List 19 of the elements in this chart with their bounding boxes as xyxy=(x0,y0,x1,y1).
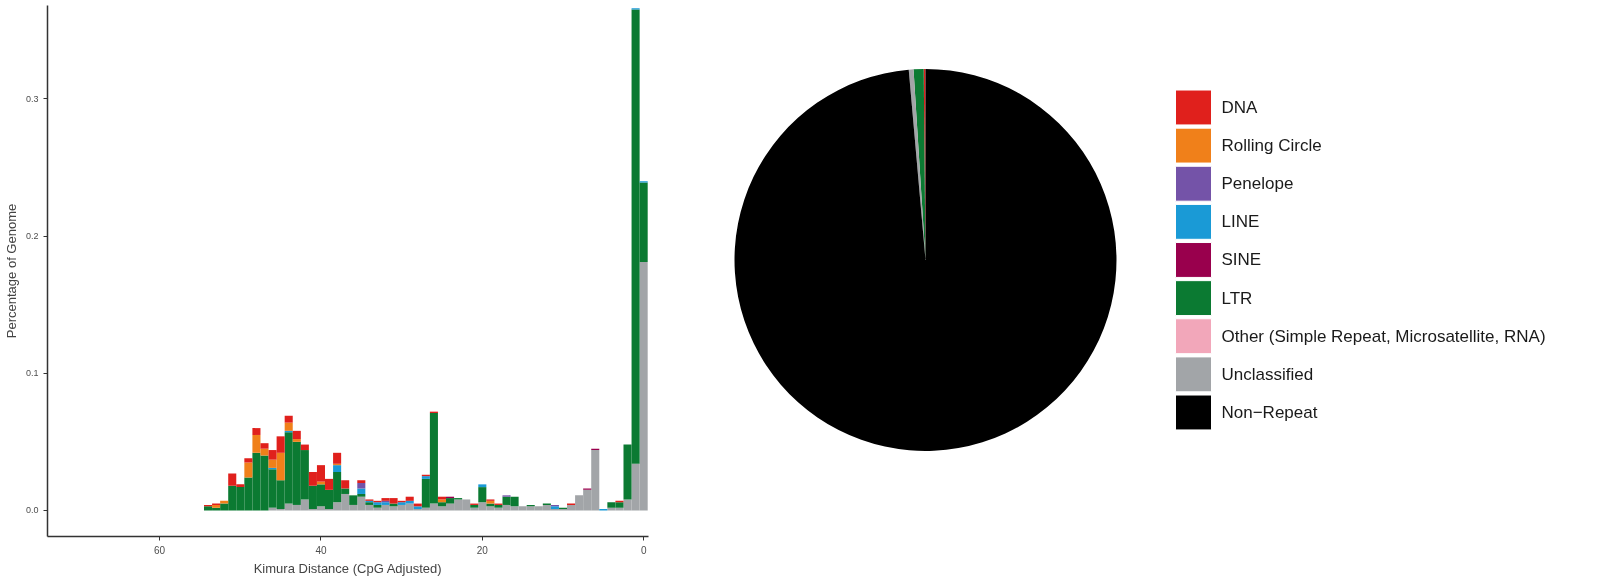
legend-label: Rolling Circle xyxy=(1221,136,1322,156)
legend-label: Other (Simple Repeat, Microsatellite, RNA) xyxy=(1221,326,1546,346)
y-tick-label: 0.2 xyxy=(25,231,39,242)
y-tick-label: 0.1 xyxy=(25,368,39,379)
x-tick-label: 60 xyxy=(154,544,166,556)
y-axis-title: Percentage of Genome xyxy=(3,203,19,339)
x-tick-label: 0 xyxy=(640,544,647,556)
x-axis-title: Kimura Distance (CpG Adjusted) xyxy=(253,560,442,576)
x-tick-label: 20 xyxy=(476,544,489,556)
y-tick-label: 0.3 xyxy=(25,93,39,104)
legend-label: Non−Repeat xyxy=(1221,402,1318,422)
x-tick-label: 40 xyxy=(315,544,327,556)
legend-label: LINE xyxy=(1221,212,1260,232)
legend-label: LTR xyxy=(1221,288,1253,308)
legend-label: Unclassified xyxy=(1221,364,1314,384)
y-tick-label: 0.0 xyxy=(25,505,39,516)
legend-label: Penelope xyxy=(1221,174,1294,194)
legend-label: SINE xyxy=(1221,250,1262,270)
legend-label: DNA xyxy=(1221,97,1259,117)
